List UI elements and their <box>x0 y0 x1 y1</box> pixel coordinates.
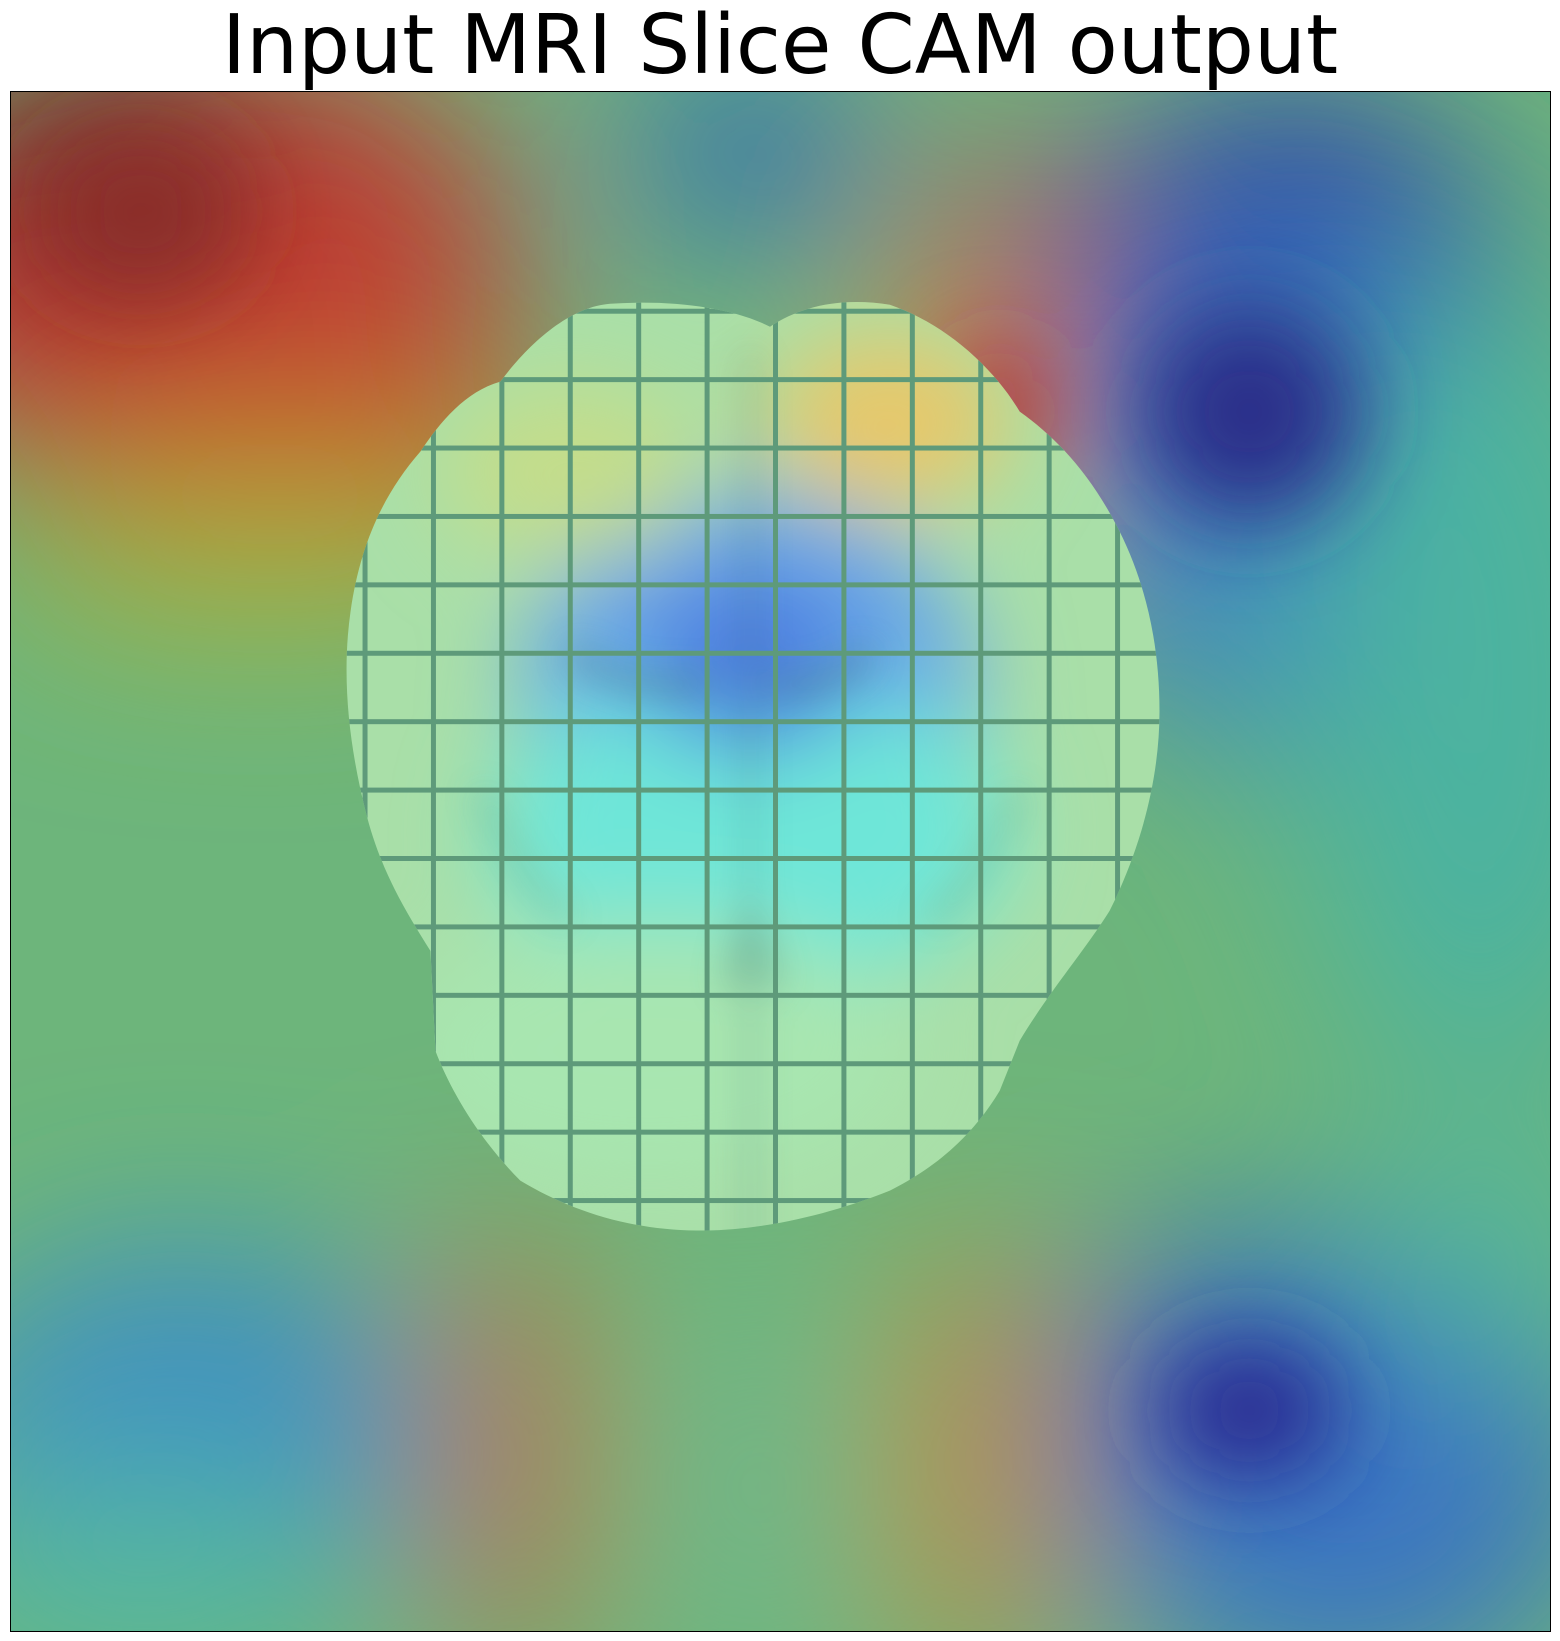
cam-overlay-image <box>11 92 1550 1631</box>
figure-title: Input MRI Slice CAM output <box>221 0 1339 93</box>
cam-heatmap-panel <box>10 91 1551 1632</box>
